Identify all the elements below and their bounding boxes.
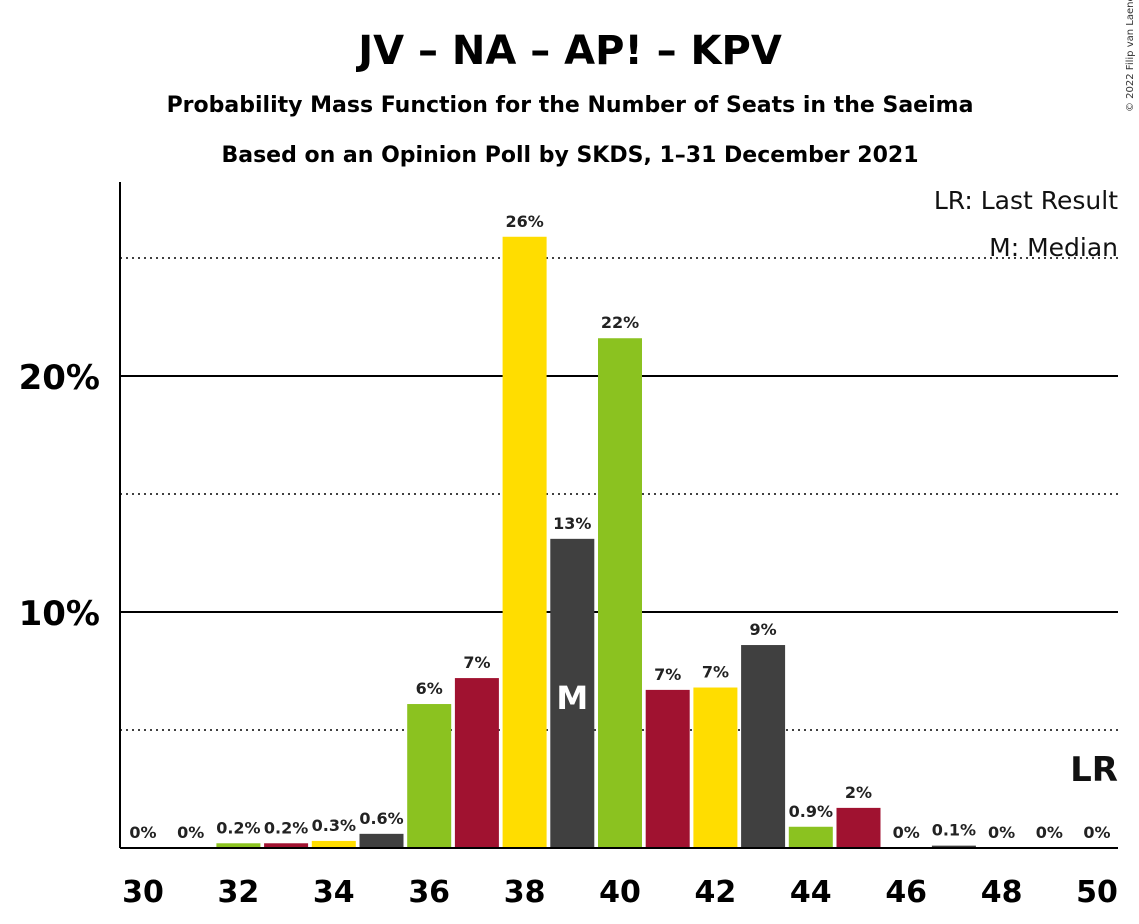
bar-seat-45: [836, 807, 881, 848]
bar-seat-35: [359, 833, 404, 848]
bar-seat-33: [264, 843, 309, 848]
legend-median: M: Median: [989, 233, 1118, 262]
chart-title: JV – NA – AP! – KPV: [355, 28, 782, 74]
x-tick-label: 34: [313, 875, 355, 910]
bar-seat-41: [645, 689, 690, 848]
bars: [216, 236, 976, 848]
data-label-seat-45: 2%: [845, 783, 872, 802]
data-label-seat-42: 7%: [702, 663, 729, 682]
data-label-seat-35: 0.6%: [359, 809, 403, 828]
data-label-seat-31: 0%: [177, 823, 204, 842]
data-label-seat-48: 0%: [988, 823, 1015, 842]
bar-seat-40: [598, 338, 642, 848]
data-label-seat-43: 9%: [750, 620, 777, 639]
data-label-seat-36: 6%: [416, 679, 443, 698]
y-tick-label: 10%: [19, 594, 100, 634]
legend-last-result: LR: Last Result: [934, 186, 1118, 215]
data-label-seat-33: 0.2%: [264, 818, 308, 837]
data-label-seat-41: 7%: [654, 665, 681, 684]
x-tick-label: 32: [218, 875, 260, 910]
bar-seat-37: [454, 678, 499, 848]
data-label-seat-44: 0.9%: [789, 802, 833, 821]
data-label-seat-30: 0%: [129, 823, 156, 842]
bar-seat-34: [311, 840, 356, 848]
chart-subtitle: Probability Mass Function for the Number…: [167, 93, 974, 118]
bar-seat-44: [788, 826, 833, 848]
data-label-seat-46: 0%: [893, 823, 920, 842]
data-label-seat-32: 0.2%: [216, 818, 260, 837]
data-label-seat-34: 0.3%: [312, 816, 356, 835]
bar-seat-47: [931, 845, 976, 848]
data-label-seat-39: 13%: [553, 514, 591, 533]
y-tick-label: 20%: [19, 358, 100, 398]
last-result-marker: LR: [1070, 750, 1118, 790]
median-marker: M: [556, 679, 588, 717]
x-tick-label: 30: [122, 875, 164, 910]
data-label-seat-47: 0.1%: [932, 821, 976, 840]
chart-subtitle-poll: Based on an Opinion Poll by SKDS, 1–31 D…: [221, 143, 918, 168]
x-tick-label: 38: [504, 875, 546, 910]
bar-seat-42: [693, 687, 738, 848]
x-tick-label: 48: [981, 875, 1023, 910]
x-tick-label: 42: [695, 875, 737, 910]
bar-seat-36: [407, 704, 452, 848]
copyright-note: © 2022 Filip van Laenen: [1125, 0, 1136, 112]
x-tick-label: 36: [408, 875, 450, 910]
y-tick-labels: 10% 20%: [19, 358, 100, 634]
data-label-seat-40: 22%: [601, 313, 639, 332]
x-tick-label: 46: [885, 875, 927, 910]
x-tick-labels: 30 32 34 36 38 40 42 44 46 48 50: [122, 875, 1118, 910]
bar-seat-38: [502, 236, 547, 848]
data-label-seat-38: 26%: [505, 212, 543, 231]
bar-seat-43: [741, 645, 786, 848]
data-labels: 0% 0% 0.2% 0.2% 0.3% 0.6%6%7%26%13%22%7% 7%9%0…: [129, 212, 1118, 842]
bar-seat-32: [216, 843, 261, 848]
data-label-seat-37: 7%: [463, 653, 490, 672]
x-tick-label: 40: [599, 875, 641, 910]
x-tick-label: 44: [790, 875, 832, 910]
data-label-seat-49: 0%: [1036, 823, 1063, 842]
bar-seat-39: [550, 538, 595, 848]
x-tick-label: 50: [1076, 875, 1118, 910]
data-label-seat-50: 0%: [1083, 823, 1110, 842]
